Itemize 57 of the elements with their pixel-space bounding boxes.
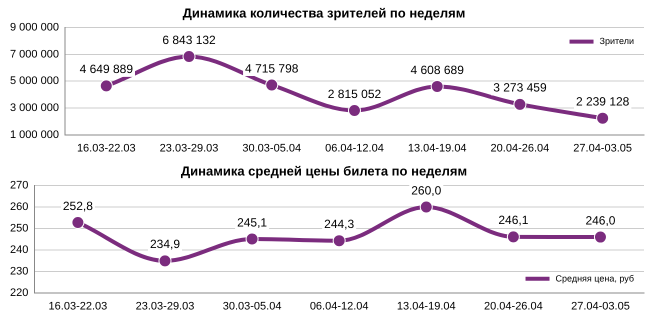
x-tick-label: 06.04-12.04 [325, 142, 384, 154]
point [348, 104, 361, 117]
y-tick-label: 260 [10, 201, 28, 214]
x-tick-label: 16.03-22.03 [76, 142, 136, 154]
data-label: 245,1 [237, 215, 268, 230]
point [594, 230, 607, 244]
x-tick-label: 30.03-05.04 [222, 300, 282, 312]
point [100, 79, 113, 92]
y-tick-label: 250 [10, 222, 28, 235]
point [420, 200, 433, 214]
y-tick-label: 270 [10, 180, 28, 192]
point [71, 216, 84, 229]
y-tick-label: 220 [10, 286, 28, 299]
data-label: 4 608 689 [410, 62, 464, 77]
x-tick-label: 20.04-26.04 [490, 142, 550, 154]
data-label: 234,9 [150, 237, 180, 252]
y-tick-label: 230 [10, 265, 28, 278]
x-tick-label: 13.04-19.04 [408, 142, 467, 154]
x-tick-label: 23.03-29.03 [136, 300, 194, 312]
data-label: 252,8 [62, 198, 94, 213]
point [182, 50, 196, 63]
x-tick-label: 13.04-19.04 [396, 300, 456, 312]
point [513, 98, 526, 111]
point [265, 78, 278, 92]
x-tick-label: 16.03-22.03 [48, 300, 108, 312]
x-tick-label: 20.04-26.04 [484, 300, 543, 312]
y-tick-label: 9 000 000 [10, 22, 59, 34]
x-tick-label: 23.03-29.03 [160, 142, 218, 154]
data-label: 2 239 128 [576, 94, 630, 109]
x-tick-label: 06.04-12.04 [310, 300, 369, 312]
point [158, 254, 172, 268]
y-tick-label: 3 000 000 [10, 102, 59, 114]
data-label: 246,1 [498, 213, 529, 228]
legend-label: Зрители [600, 36, 634, 46]
point [246, 232, 259, 246]
y-tick-label: 240 [10, 244, 28, 256]
y-tick-label: 1 000 000 [10, 128, 59, 141]
data-label: 6 843 132 [162, 32, 216, 47]
data-label: 4 715 798 [245, 61, 299, 76]
data-label: 3 273 459 [493, 80, 547, 95]
y-tick-label: 5 000 000 [10, 75, 59, 88]
data-label: 246,0 [585, 213, 616, 228]
data-label: 260,0 [411, 183, 442, 198]
chart-title: Динамика количества зрителей по неделям [182, 5, 466, 20]
data-label: 244,3 [324, 217, 355, 232]
x-tick-label: 27.04-03.05 [571, 300, 630, 312]
data-label: 2 815 052 [328, 86, 382, 101]
point [332, 234, 346, 248]
y-tick-label: 7 000 000 [10, 48, 59, 60]
point [430, 80, 444, 93]
data-label: 4 649 889 [80, 62, 134, 76]
x-tick-label: 27.04-03.05 [573, 142, 632, 154]
chart-title: Динамика средней цены билета по неделям [180, 163, 468, 178]
point [596, 112, 610, 125]
point [506, 230, 520, 244]
legend-label: Средняя цена, руб [556, 273, 634, 284]
x-tick-label: 30.03-05.04 [242, 142, 302, 154]
